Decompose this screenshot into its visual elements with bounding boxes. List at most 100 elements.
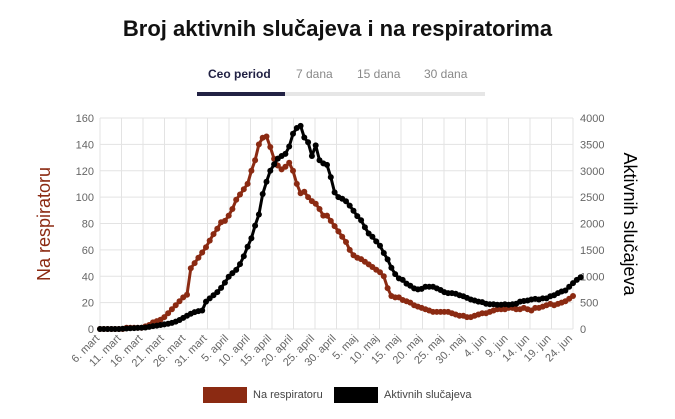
period-tabs: Ceo period 7 dana 15 dana 30 dana xyxy=(197,64,485,96)
series-respirator-point xyxy=(214,225,221,232)
active-tab-underline xyxy=(197,92,285,96)
series-active-point xyxy=(305,139,312,146)
tab-15-dana[interactable]: 15 dana xyxy=(357,67,401,81)
series-respirator-point xyxy=(327,217,334,224)
series-respirator-point xyxy=(244,180,251,187)
series-active-point xyxy=(392,271,399,278)
y-right-tick-label: 500 xyxy=(580,298,598,310)
series-active-point xyxy=(327,174,334,181)
series-active-point xyxy=(214,289,221,296)
series-respirator-point xyxy=(305,194,312,201)
series-respirator-point xyxy=(229,206,236,212)
series-respirator-point xyxy=(267,144,274,150)
series-respirator-point xyxy=(570,293,576,299)
series-active-point xyxy=(244,243,251,250)
series-respirator-point xyxy=(346,246,353,253)
series-respirator-point xyxy=(225,212,232,219)
series-active-point xyxy=(577,274,584,281)
series-respirator-point xyxy=(286,159,293,166)
series-respirator-point xyxy=(312,200,319,207)
y-right-tick-label: 2500 xyxy=(580,192,604,204)
series-respirator-point xyxy=(176,298,183,305)
y-left-tick-label: 0 xyxy=(88,324,94,336)
series-respirator-point xyxy=(221,217,228,224)
y-left-tick-label: 60 xyxy=(82,245,94,257)
series-active-point xyxy=(286,143,293,150)
y-right-tick-label: 1500 xyxy=(580,245,604,257)
series-active-point xyxy=(399,276,406,283)
series-active-point xyxy=(312,142,319,149)
chart-title: Broj aktivnih slučajeva i na respiratori… xyxy=(122,16,553,41)
series-respirator-point xyxy=(343,239,349,245)
series-respirator-point xyxy=(165,310,172,317)
series-respirator-point xyxy=(301,188,308,195)
series-respirator-point xyxy=(168,306,175,313)
tab-ceo-period[interactable]: Ceo period xyxy=(208,67,271,81)
y-right-axis-label: Aktivnih slučajeva xyxy=(620,152,640,296)
series-active-point xyxy=(324,161,330,168)
series-respirator-point xyxy=(206,237,213,244)
legend-swatch-active xyxy=(334,387,378,403)
series-respirator-point xyxy=(282,163,289,170)
series-active-point xyxy=(358,217,365,224)
tab-30-dana[interactable]: 30 dana xyxy=(424,67,468,81)
series-respirator-point xyxy=(380,273,387,280)
series-active-point xyxy=(218,284,225,291)
series-respirator-point xyxy=(199,249,206,256)
series-respirator-point xyxy=(263,133,270,140)
y-left-tick-label: 20 xyxy=(82,298,94,310)
series-respirator-point xyxy=(184,291,190,298)
x-tick-label: 4. jun xyxy=(462,333,490,361)
series-active-point xyxy=(233,266,240,273)
legend-label-respirator: Na respiratoru xyxy=(253,389,323,401)
series-respirator-point xyxy=(191,260,198,267)
series-active-point xyxy=(354,213,361,220)
series-respirator-point xyxy=(210,231,217,238)
y-left-tick-label: 120 xyxy=(76,166,94,178)
series-active-point xyxy=(301,134,308,141)
series-active-point xyxy=(282,150,289,157)
tab-7-dana[interactable]: 7 dana xyxy=(296,67,333,81)
series-respirator-point xyxy=(255,141,262,148)
series-active-point xyxy=(388,264,395,271)
series-active-point xyxy=(350,207,357,214)
series-respirator-point xyxy=(172,302,179,309)
series-active-point xyxy=(290,130,296,137)
series-respirator-point xyxy=(233,196,240,203)
series-active-point xyxy=(343,198,349,205)
legend-swatch-respirator xyxy=(203,387,247,403)
series-respirator-point xyxy=(203,244,209,251)
series-active-point xyxy=(199,307,206,314)
legend-label-active: Aktivnih slučajeva xyxy=(384,389,472,401)
series-respirator-point xyxy=(377,269,383,276)
series-respirator-point xyxy=(316,206,323,212)
series-respirator-point xyxy=(290,167,296,174)
y-left-tick-label: 140 xyxy=(76,139,94,151)
series-respirator-point xyxy=(187,265,194,272)
series-respirator-point xyxy=(252,157,259,164)
series-active-point xyxy=(259,191,266,197)
y-left-tick-label: 80 xyxy=(82,219,94,231)
y-left-tick-label: 160 xyxy=(76,113,94,125)
series-active-point xyxy=(240,253,247,260)
legend-item-respirator[interactable]: Na respiratoru xyxy=(203,386,323,404)
series-respirator-point xyxy=(161,314,168,321)
series-active-point xyxy=(248,235,255,242)
y-right-tick-label: 4000 xyxy=(580,113,604,125)
tabs-track xyxy=(197,92,485,96)
series-respirator-point xyxy=(331,223,338,230)
series-respirator-point xyxy=(293,180,300,187)
series-respirator-point xyxy=(384,285,391,292)
y-left-axis-label: Na respiratoru xyxy=(34,167,54,281)
series-respirator-point xyxy=(335,228,342,235)
y-right-tick-label: 0 xyxy=(580,324,586,336)
legend-item-active[interactable]: Aktivnih slučajeva xyxy=(334,386,471,404)
series-respirator-point xyxy=(240,186,247,193)
series-active-point xyxy=(255,211,262,218)
series-active-point xyxy=(225,273,232,280)
series-respirator-point xyxy=(195,254,202,261)
series-active-point xyxy=(346,202,353,209)
series-active-point xyxy=(377,242,383,249)
series-active-point xyxy=(221,279,228,286)
